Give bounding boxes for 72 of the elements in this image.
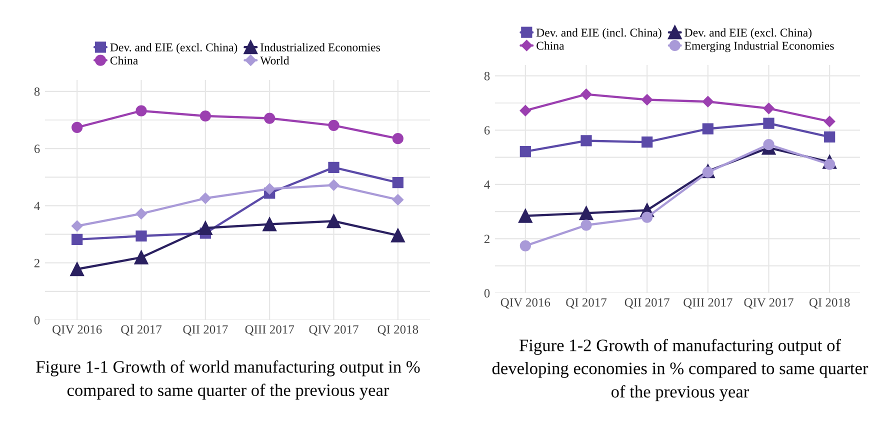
x-tick-label: QI 2017	[566, 298, 607, 309]
point	[136, 105, 147, 116]
legend-label: Industrialized Economies	[260, 43, 380, 52]
point	[580, 135, 592, 146]
caption: Figure 1-1 Growth of world manufacturing output in % compared to same quarter of the previous year	[36, 360, 420, 400]
point	[763, 102, 774, 114]
point	[520, 240, 531, 252]
x-tick-label: QIV 2017	[309, 325, 358, 336]
legend-label: World	[260, 56, 290, 65]
point	[642, 212, 653, 223]
point	[262, 217, 277, 232]
point	[518, 208, 532, 223]
point	[392, 177, 404, 188]
x-tick-label: QII 2017	[183, 325, 228, 336]
x-tick-label: QIII 2017	[684, 298, 732, 309]
point	[72, 234, 83, 245]
point	[390, 228, 405, 242]
legend-label: Emerging Industrial Economies	[684, 41, 834, 52]
y-tick-label: 6	[34, 144, 40, 154]
point	[824, 116, 836, 128]
point	[136, 208, 147, 220]
point	[200, 110, 211, 122]
x-tick-label: QI 2018	[378, 325, 418, 336]
point	[264, 112, 276, 124]
y-tick-label: 0	[484, 289, 490, 298]
point	[328, 180, 340, 191]
x-tick-label: QI 2018	[809, 298, 850, 309]
x-tick-label: QII 2017	[624, 298, 670, 309]
point	[328, 120, 340, 131]
point	[579, 206, 594, 220]
x-tick-label: QIV 2017	[744, 298, 794, 309]
y-tick-label: 2	[484, 234, 490, 244]
point	[641, 94, 653, 106]
legend-label: China	[110, 56, 138, 65]
point	[824, 131, 836, 142]
legend-label: China	[536, 41, 564, 50]
point	[763, 138, 774, 150]
legend-label: Dev. and EIE (excl. China)	[684, 28, 812, 40]
point	[200, 192, 212, 204]
point	[520, 146, 531, 158]
point	[580, 88, 592, 100]
point	[264, 183, 276, 194]
x-tick-label: QIV 2016	[52, 325, 102, 336]
point	[70, 262, 84, 276]
point	[763, 118, 774, 129]
point	[392, 133, 404, 144]
y-tick-label: 6	[484, 126, 490, 135]
point	[328, 162, 340, 173]
point	[520, 104, 532, 116]
y-tick-label: 8	[484, 72, 490, 80]
point	[392, 194, 404, 206]
legend-label: Dev. and EIE (incl. China)	[536, 28, 662, 40]
y-tick-label: 0	[34, 316, 40, 324]
y-tick-label: 2	[34, 258, 40, 268]
point	[72, 122, 83, 133]
point	[702, 123, 714, 134]
point	[134, 250, 148, 264]
point	[702, 96, 714, 108]
x-tick-label: QIII 2017	[245, 325, 294, 336]
y-tick-label: 8	[34, 87, 40, 96]
point	[198, 221, 212, 235]
point	[580, 220, 592, 231]
x-tick-label: QI 2017	[121, 325, 162, 336]
x-tick-label: QIV 2016	[500, 298, 550, 309]
point	[136, 230, 147, 242]
legend-label: Dev. and EIE (excl. China)	[110, 43, 238, 54]
point	[642, 136, 653, 148]
point	[326, 214, 341, 228]
caption: Figure 1-2 Growth of manufacturing output of developing economies in % compared to same quarter of the previous year	[492, 338, 868, 402]
point	[71, 220, 83, 232]
y-tick-label: 4	[484, 180, 490, 189]
y-tick-label: 4	[34, 202, 40, 210]
